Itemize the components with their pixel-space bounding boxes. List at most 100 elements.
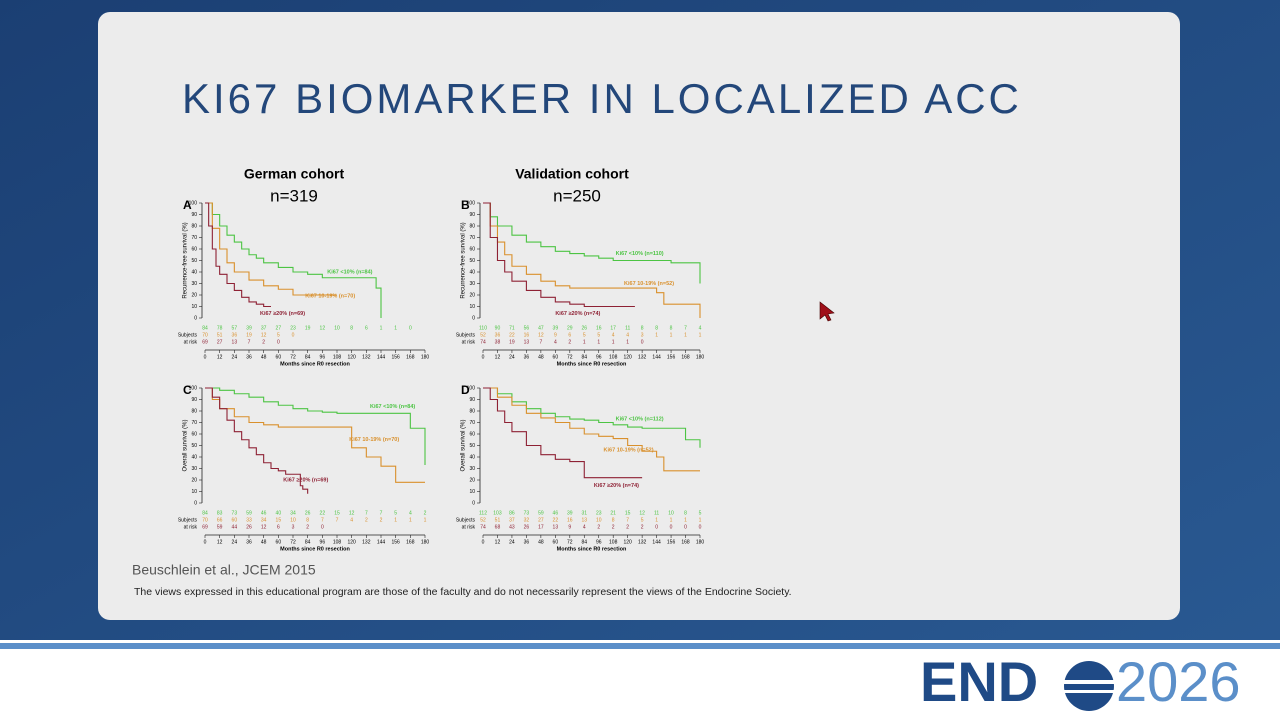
at-risk-count: 11 (625, 325, 630, 331)
x-tick-label: 12 (217, 354, 223, 360)
y-tick-label: 30 (469, 281, 475, 287)
at-risk-count: 86 (509, 510, 515, 516)
at-risk-count: 69 (202, 524, 208, 530)
y-tick-label: 20 (191, 292, 197, 298)
at-risk-count: 1 (655, 332, 658, 338)
x-tick-label: 120 (623, 354, 632, 360)
at-risk-count: 70 (202, 517, 208, 523)
x-tick-label: 36 (524, 539, 530, 545)
at-risk-count: 1 (670, 332, 673, 338)
y-tick-label: 100 (467, 385, 476, 391)
at-risk-count: 27 (217, 339, 223, 345)
x-tick-label: 12 (495, 539, 501, 545)
panel-letter: B (461, 198, 470, 212)
x-tick-label: 168 (406, 354, 415, 360)
at-risk-count: 1 (612, 339, 615, 345)
y-tick-label: 0 (194, 315, 197, 321)
x-tick-label: 132 (362, 354, 371, 360)
y-tick-label: 70 (469, 420, 475, 426)
y-tick-label: 50 (191, 443, 197, 449)
at-risk-count: 2 (641, 524, 644, 530)
at-risk-count: 11 (654, 510, 659, 516)
y-axis-label: Overall survival (%) (461, 419, 467, 471)
x-tick-label: 120 (623, 539, 632, 545)
survival-curve (205, 202, 271, 308)
x-tick-label: 132 (638, 539, 647, 545)
panel-letter: A (183, 198, 192, 212)
slide-title: KI67 BIOMARKER IN LOCALIZED ACC (182, 75, 1022, 122)
x-tick-label: 48 (261, 354, 267, 360)
at-risk-count: 0 (641, 339, 644, 345)
at-risk-label: at risk (184, 524, 198, 530)
citation: Beuschlein et al., JCEM 2015 (132, 562, 316, 578)
at-risk-count: 17 (610, 325, 616, 331)
x-tick-label: 168 (681, 354, 690, 360)
x-tick-label: 48 (261, 539, 267, 545)
x-tick-label: 24 (232, 354, 238, 360)
at-risk-count: 12 (261, 524, 267, 530)
at-risk-count: 2 (424, 510, 427, 516)
at-risk-count: 16 (524, 332, 530, 338)
at-risk-count: 2 (626, 524, 629, 530)
at-risk-count: 71 (509, 325, 515, 331)
y-tick-label: 30 (191, 281, 197, 287)
at-risk-count: 8 (641, 325, 644, 331)
at-risk-count: 39 (567, 510, 573, 516)
at-risk-count: 39 (246, 325, 252, 331)
at-risk-count: 6 (568, 332, 571, 338)
at-risk-count: 6 (365, 325, 368, 331)
at-risk-count: 0 (321, 524, 324, 530)
x-tick-label: 168 (406, 539, 415, 545)
x-tick-label: 60 (276, 539, 282, 545)
at-risk-count: 32 (524, 517, 530, 523)
at-risk-count: 8 (306, 517, 309, 523)
x-tick-label: 96 (596, 539, 602, 545)
at-risk-count: 44 (232, 524, 238, 530)
at-risk-count: 4 (612, 332, 615, 338)
at-risk-count: 33 (246, 517, 252, 523)
y-tick-label: 100 (189, 385, 198, 391)
at-risk-count: 78 (217, 325, 223, 331)
column-heading: German cohort (244, 166, 345, 182)
at-risk-count: 16 (567, 517, 573, 523)
y-tick-label: 20 (191, 477, 197, 483)
at-risk-count: 0 (699, 524, 702, 530)
y-axis-label: Recurrence-free survival (%) (461, 222, 467, 298)
at-risk-count: 1 (424, 517, 427, 523)
at-risk-count: 110 (479, 325, 487, 331)
y-tick-label: 50 (469, 443, 475, 449)
x-tick-label: 156 (391, 539, 400, 545)
curve-label: Ki67 10-19% (n=52) (604, 448, 654, 454)
at-risk-count: 12 (538, 332, 544, 338)
at-risk-count: 7 (336, 517, 339, 523)
curve-label: Ki67 ≥20% (n=69) (283, 477, 328, 483)
panel-letter: C (183, 383, 192, 397)
x-tick-label: 156 (667, 539, 676, 545)
y-tick-label: 20 (469, 292, 475, 298)
x-tick-label: 144 (377, 539, 386, 545)
x-tick-label: 108 (609, 539, 618, 545)
x-tick-label: 144 (377, 354, 386, 360)
y-tick-label: 60 (469, 431, 475, 437)
x-tick-label: 72 (290, 354, 296, 360)
at-risk-count: 10 (334, 325, 340, 331)
y-tick-label: 30 (469, 466, 475, 472)
at-risk-count: 31 (581, 510, 587, 516)
x-tick-label: 0 (482, 354, 485, 360)
y-tick-label: 70 (469, 235, 475, 241)
at-risk-count: 12 (349, 510, 355, 516)
column-heading: Validation cohort (515, 166, 629, 182)
x-tick-label: 84 (305, 539, 311, 545)
at-risk-count: 0 (655, 524, 658, 530)
at-risk-count: 19 (509, 339, 515, 345)
at-risk-count: 16 (596, 325, 602, 331)
at-risk-count: 8 (350, 325, 353, 331)
x-tick-label: 60 (553, 539, 559, 545)
at-risk-count: 15 (334, 510, 340, 516)
at-risk-count: 0 (277, 339, 280, 345)
at-risk-count: 2 (380, 517, 383, 523)
logo-globe (1062, 661, 1116, 711)
curve-label: Ki67 10-19% (n=52) (624, 281, 674, 287)
x-tick-label: 24 (509, 354, 515, 360)
x-axis-label: Months since R0 resection (280, 546, 350, 552)
